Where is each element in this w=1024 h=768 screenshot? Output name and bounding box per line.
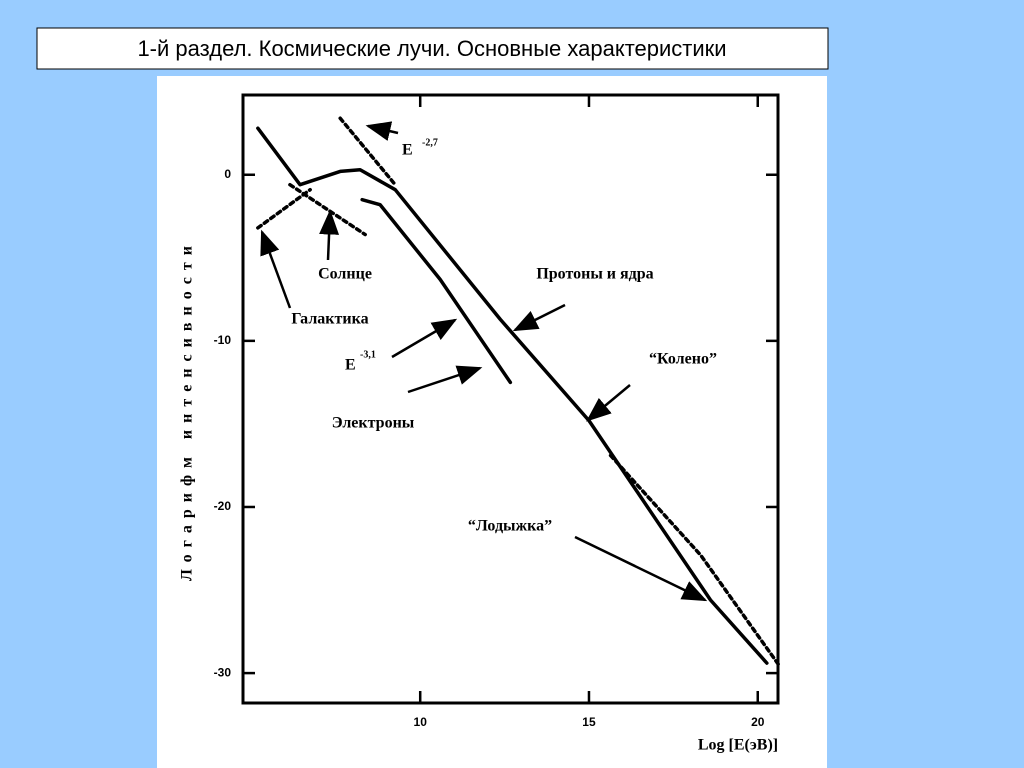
annotation: E bbox=[402, 142, 413, 159]
annotation: Протоны и ядра bbox=[536, 266, 653, 283]
y-axis-label: Логарифм интенсивности bbox=[179, 239, 196, 581]
series-line bbox=[338, 116, 397, 187]
annotation: “Лодыжка” bbox=[468, 518, 552, 535]
x-tick-label: 15 bbox=[582, 715, 596, 729]
y-tick-label: -20 bbox=[214, 499, 232, 513]
series-line bbox=[608, 453, 781, 667]
arrow bbox=[586, 384, 631, 422]
series-line bbox=[256, 187, 312, 230]
arrow bbox=[407, 365, 483, 394]
title-box bbox=[36, 27, 829, 70]
x-tick-label: 10 bbox=[414, 715, 428, 729]
arrow bbox=[574, 535, 708, 602]
series-line bbox=[256, 126, 769, 665]
annotation: Галактика bbox=[291, 311, 368, 328]
y-tick-label: -10 bbox=[214, 333, 232, 347]
annotation: -2,7 bbox=[422, 137, 438, 148]
arrows bbox=[260, 121, 708, 602]
arrow bbox=[512, 303, 566, 332]
y-tick-label: -30 bbox=[214, 665, 232, 679]
x-tick-label: 20 bbox=[751, 715, 765, 729]
annotation: -3,1 bbox=[360, 349, 376, 360]
chart-background bbox=[157, 76, 827, 768]
y-tick-label: 0 bbox=[224, 167, 231, 181]
arrow bbox=[319, 209, 340, 261]
arrow bbox=[365, 121, 399, 141]
annotations: E -2,7 Солнце Галактика E -3,1 Электроны… bbox=[291, 137, 717, 534]
annotation: Электроны bbox=[332, 415, 415, 432]
annotation: Солнце bbox=[318, 266, 372, 283]
annotation: “Колено” bbox=[649, 351, 717, 368]
slide-title: 1-й раздел. Космические лучи. Основные х… bbox=[137, 36, 726, 61]
arrow bbox=[260, 229, 292, 309]
x-axis-label: Log [E(эВ)] bbox=[698, 737, 778, 754]
plot-frame bbox=[241, 93, 780, 705]
series-line bbox=[360, 197, 513, 385]
arrow bbox=[391, 318, 458, 359]
annotation: E bbox=[345, 357, 356, 374]
series-line bbox=[288, 182, 367, 237]
